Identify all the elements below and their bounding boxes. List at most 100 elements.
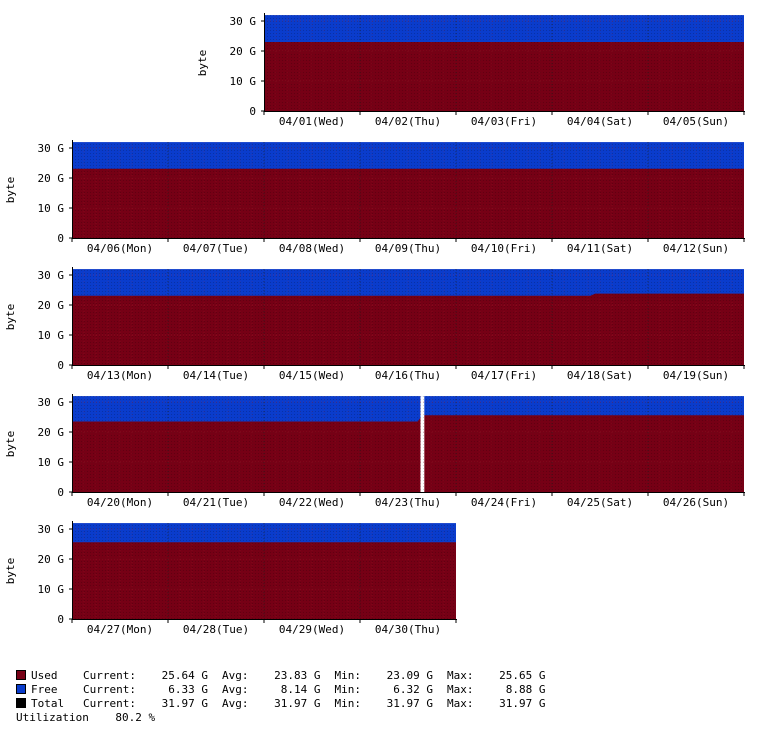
- legend-max-label: Max:: [446, 683, 474, 696]
- y-tick-label: 20 G: [230, 45, 257, 58]
- x-tick-label: 04/25(Sat): [567, 496, 633, 509]
- x-tick-label: 04/16(Thu): [375, 369, 441, 382]
- usage-charts: 0 10 G 20 G 30 G byte 04/01(Wed) 04/02(Thu) 04/…: [4, 13, 745, 636]
- y-tick-label: 10 G: [38, 202, 65, 215]
- legend-name: Total: [31, 697, 65, 710]
- legend-avg-label: Avg:: [221, 697, 249, 710]
- area-texture: [264, 15, 744, 112]
- y-tick-label: 10 G: [38, 329, 65, 342]
- y-tick-label: 10 G: [230, 75, 257, 88]
- x-tick-label: 04/17(Fri): [471, 369, 537, 382]
- x-tick-label: 04/04(Sat): [567, 115, 633, 128]
- x-tick-label: 04/29(Wed): [279, 623, 345, 636]
- y-tick-label: 20 G: [38, 553, 65, 566]
- chart-panel: 0 10 G 20 G 30 G byte 04/20(Mon) 04/21(Tue) 04/…: [4, 394, 745, 509]
- legend-min-label: Min:: [334, 669, 361, 682]
- legend-avg-label: Avg:: [221, 683, 249, 696]
- x-tick-label: 04/30(Thu): [375, 623, 441, 636]
- chart-panel: 0 10 G 20 G 30 G byte 04/06(Mon) 04/07(Tue) 04/…: [4, 140, 745, 255]
- y-tick-label: 30 G: [38, 396, 65, 409]
- x-tick-label: 04/15(Wed): [279, 369, 345, 382]
- chart-panel: 0 10 G 20 G 30 G byte 04/01(Wed) 04/02(Thu) 04/…: [196, 13, 745, 128]
- y-axis-label: byte: [4, 558, 17, 585]
- chart-panel: 0 10 G 20 G 30 G byte 04/27(Mon) 04/28(Tue) 04/…: [4, 521, 457, 636]
- x-tick-label: 04/02(Thu): [375, 115, 441, 128]
- legend-current-value: 31.97 G: [161, 697, 208, 710]
- utilization-label: Utilization: [16, 711, 89, 724]
- x-tick-label: 04/07(Tue): [183, 242, 249, 255]
- legend-max-value: 31.97 G: [499, 697, 546, 710]
- legend-current-label: Current:: [83, 669, 136, 682]
- x-tick-label: 04/20(Mon): [87, 496, 153, 509]
- legend-min-label: Min:: [334, 697, 361, 710]
- legend-min-label: Min:: [334, 683, 361, 696]
- y-axis-label: byte: [4, 177, 17, 204]
- legend-max-value: 8.88 G: [505, 683, 546, 696]
- y-tick-label: 30 G: [38, 523, 65, 536]
- legend-name: Free: [31, 683, 58, 696]
- utilization-value: 80.2 %: [115, 711, 156, 724]
- area-texture: [72, 396, 744, 492]
- x-tick-label: 04/03(Fri): [471, 115, 537, 128]
- x-tick-label: 04/06(Mon): [87, 242, 153, 255]
- y-tick-label: 0: [249, 105, 256, 118]
- legend-row-total: Total Current: 31.97 G Avg: 31.97 G Min: 31.97…: [16, 697, 545, 711]
- legend-max-label: Max:: [446, 697, 474, 710]
- y-tick-label: 10 G: [38, 583, 65, 596]
- x-tick-label: 04/12(Sun): [663, 242, 729, 255]
- legend: Used Current: 25.64 G Avg: 23.83 G Min: 23.09 …: [16, 669, 545, 725]
- x-tick-label: 04/19(Sun): [663, 369, 729, 382]
- legend-min-value: 6.32 G: [393, 683, 433, 696]
- x-tick-label: 04/10(Fri): [471, 242, 537, 255]
- legend-swatch-used: [16, 670, 26, 680]
- x-tick-label: 04/01(Wed): [279, 115, 345, 128]
- legend-avg-value: 31.97 G: [274, 697, 321, 710]
- x-tick-label: 04/11(Sat): [567, 242, 633, 255]
- y-tick-label: 0: [57, 486, 64, 499]
- x-tick-label: 04/18(Sat): [567, 369, 633, 382]
- x-tick-label: 04/13(Mon): [87, 369, 153, 382]
- legend-avg-value: 8.14 G: [280, 683, 321, 696]
- legend-min-value: 31.97 G: [386, 697, 433, 710]
- y-tick-label: 0: [57, 359, 64, 372]
- x-tick-label: 04/22(Wed): [279, 496, 345, 509]
- y-tick-label: 30 G: [230, 15, 257, 28]
- chart-panel: 0 10 G 20 G 30 G byte 04/13(Mon) 04/14(Tue) 04/…: [4, 267, 745, 382]
- legend-row-free: Free Current: 6.33 G Avg: 8.14 G Min: 6.32 G Ma…: [16, 683, 545, 697]
- legend-swatch-free: [16, 684, 26, 694]
- x-tick-label: 04/27(Mon): [87, 623, 153, 636]
- x-tick-label: 04/09(Thu): [375, 242, 441, 255]
- y-tick-label: 0: [57, 232, 64, 245]
- area-texture: [72, 142, 744, 238]
- legend-min-value: 23.09 G: [386, 669, 433, 682]
- area-texture: [72, 269, 744, 365]
- y-tick-label: 10 G: [38, 456, 65, 469]
- utilization-row: Utilization 80.2 %: [16, 711, 545, 725]
- y-tick-label: 30 G: [38, 142, 65, 155]
- legend-current-value: 6.33 G: [168, 683, 208, 696]
- y-tick-label: 20 G: [38, 299, 65, 312]
- legend-current-label: Current:: [83, 697, 136, 710]
- y-axis-label: byte: [196, 50, 209, 77]
- x-tick-label: 04/05(Sun): [663, 115, 729, 128]
- x-tick-label: 04/21(Tue): [183, 496, 249, 509]
- y-tick-label: 20 G: [38, 426, 65, 439]
- x-tick-label: 04/14(Tue): [183, 369, 249, 382]
- legend-avg-value: 23.83 G: [274, 669, 321, 682]
- legend-avg-label: Avg:: [221, 669, 249, 682]
- x-tick-label: 04/26(Sun): [663, 496, 729, 509]
- legend-current-value: 25.64 G: [161, 669, 208, 682]
- x-tick-label: 04/28(Tue): [183, 623, 249, 636]
- y-tick-label: 30 G: [38, 269, 65, 282]
- legend-max-label: Max:: [446, 669, 474, 682]
- legend-current-label: Current:: [83, 683, 136, 696]
- x-tick-label: 04/23(Thu): [375, 496, 441, 509]
- legend-name: Used: [31, 669, 58, 682]
- legend-row-used: Used Current: 25.64 G Avg: 23.83 G Min: 23.09 …: [16, 669, 545, 683]
- y-axis-label: byte: [4, 431, 17, 458]
- y-tick-label: 20 G: [38, 172, 65, 185]
- x-tick-label: 04/24(Fri): [471, 496, 537, 509]
- legend-swatch-total: [16, 698, 26, 708]
- x-tick-label: 04/08(Wed): [279, 242, 345, 255]
- legend-max-value: 25.65 G: [499, 669, 546, 682]
